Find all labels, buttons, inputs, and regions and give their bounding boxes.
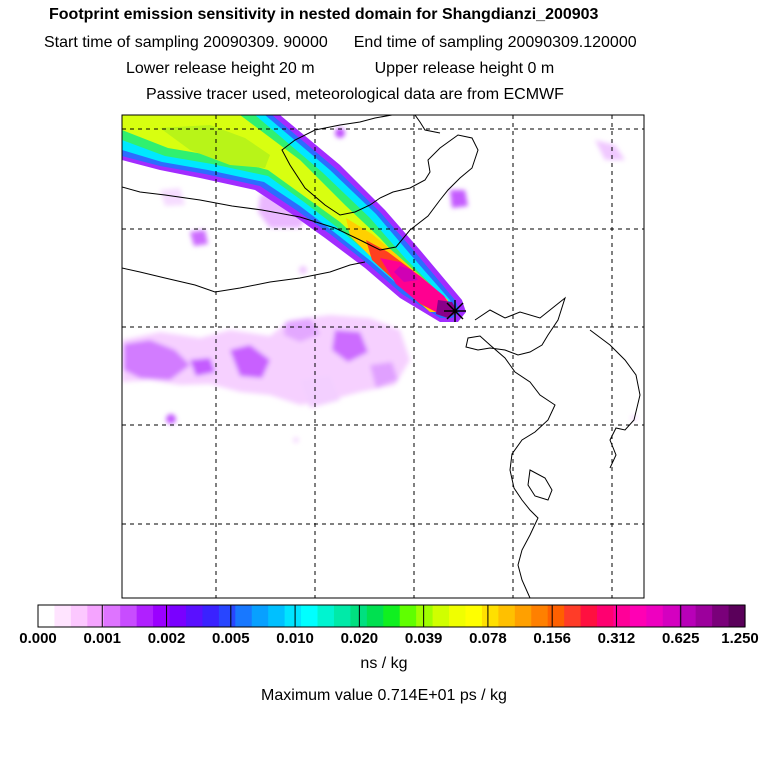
colorbar-cell (136, 605, 154, 627)
colorbar-tick-label: 0.010 (276, 630, 314, 647)
colorbar-cell (366, 605, 384, 627)
colorbar-cell (333, 605, 351, 627)
colorbar-tick-label: 0.312 (597, 630, 636, 647)
colorbar-cell (399, 605, 417, 627)
colorbar-cell (613, 605, 631, 627)
sensitivity-field (122, 115, 644, 598)
colorbar-frame (37, 604, 746, 628)
plume (122, 115, 466, 322)
colorbar-cell (301, 605, 319, 627)
end-time-label: End time of sampling 20090309.120000 (353, 34, 637, 51)
colorbar-cell (481, 605, 499, 627)
colorbar-units: ns / kg (360, 655, 408, 672)
colorbar-cell (712, 605, 730, 627)
colorbar (38, 605, 746, 627)
release-heights: Lower release height 20 m Upper release h… (126, 60, 554, 78)
start-time-label: Start time of sampling 20090309. 90000 (44, 34, 328, 51)
colorbar-cell (547, 605, 565, 627)
colorbar-cell (679, 605, 697, 627)
colorbar-tick-label: 0.001 (83, 630, 122, 647)
colorbar-cell (531, 605, 549, 627)
sampling-times: Start time of sampling 20090309. 90000 En… (44, 34, 637, 52)
colorbar-tick-label: 0.020 (340, 630, 379, 647)
colorbar-cell (728, 605, 746, 627)
colorbar-cell (103, 605, 121, 627)
colorbar-tick-label: 0.000 (19, 630, 57, 647)
low-sensitivity-patches (122, 128, 637, 443)
colorbar-cell (695, 605, 713, 627)
colorbar-cell (514, 605, 532, 627)
colorbar-cell (218, 605, 236, 627)
tracer-info: Passive tracer used, meteorological data… (146, 86, 564, 103)
colorbar-cell (629, 605, 647, 627)
colorbar-cell (38, 605, 56, 627)
colorbar-cell (202, 605, 220, 627)
colorbar-cell (284, 605, 302, 627)
colorbar-cell (416, 605, 434, 627)
colorbar-tick-label: 1.250 (721, 630, 759, 647)
colorbar-cell (70, 605, 88, 627)
maximum-value-label: Maximum value 0.714E+01 ps / kg (261, 687, 507, 704)
colorbar-tick-label: 0.039 (404, 630, 443, 647)
colorbar-cell (268, 605, 286, 627)
colorbar-cell (564, 605, 582, 627)
colorbar-cell (646, 605, 664, 627)
colorbar-cell (580, 605, 598, 627)
colorbar-cell (498, 605, 516, 627)
colorbar-cell (185, 605, 204, 627)
colorbar-cell (169, 605, 187, 627)
colorbar-cell (432, 605, 450, 627)
colorbar-cell (235, 605, 253, 627)
colorbar-cell (153, 605, 171, 627)
colorbar-tick-label: 0.625 (661, 630, 700, 647)
upper-release-label: Upper release height 0 m (374, 60, 555, 77)
colorbar-tick-label: 0.002 (147, 630, 186, 647)
colorbar-cell (597, 605, 615, 627)
colorbar-cell (120, 605, 138, 627)
map-frame (121, 114, 645, 599)
colorbar-cell (317, 605, 335, 627)
colorbar-cell (449, 605, 467, 627)
colorbar-cell (87, 605, 105, 627)
colorbar-cell (251, 605, 269, 627)
graticule (122, 115, 644, 598)
colorbar-tick-label: 0.005 (212, 630, 250, 647)
receptor-marker (444, 300, 466, 322)
colorbar-tick-label: 0.156 (533, 630, 571, 647)
colorbar-cell (465, 605, 483, 627)
colorbar-tick-label: 0.078 (469, 630, 507, 647)
colorbar-cell (662, 605, 680, 627)
colorbar-cell (383, 605, 401, 627)
plot-title: Footprint emission sensitivity in nested… (49, 6, 599, 23)
lower-release-label: Lower release height 20 m (126, 60, 315, 77)
coastlines (122, 115, 641, 598)
colorbar-cell (54, 605, 72, 627)
